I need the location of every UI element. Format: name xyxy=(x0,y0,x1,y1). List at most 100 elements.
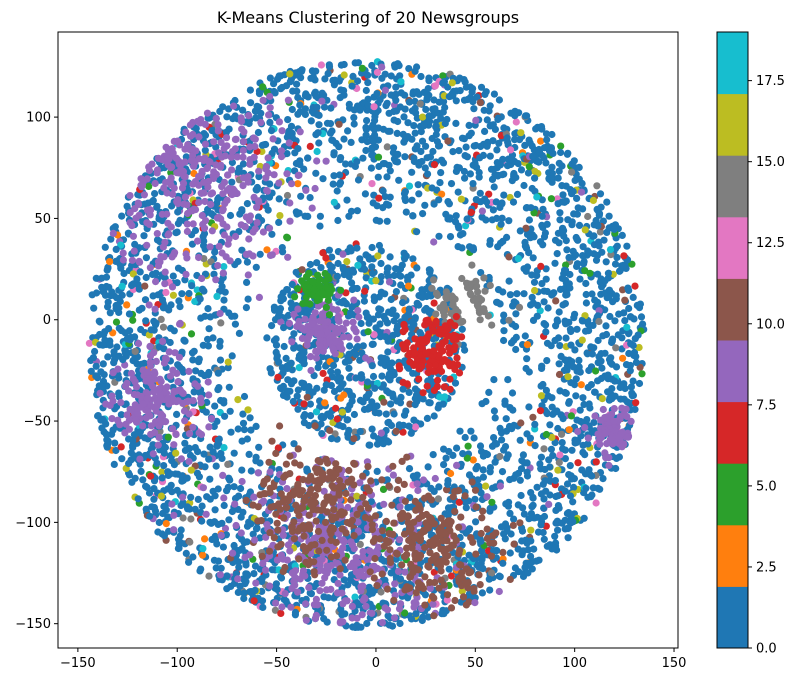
scatter-point xyxy=(318,89,326,97)
scatter-point xyxy=(129,232,137,240)
scatter-point xyxy=(415,190,423,198)
scatter-point xyxy=(540,233,549,241)
scatter-point xyxy=(548,433,556,441)
scatter-point xyxy=(381,333,390,341)
scatter-point xyxy=(561,317,569,325)
scatter-point xyxy=(616,412,625,420)
scatter-point xyxy=(234,257,242,266)
scatter-point xyxy=(169,190,177,198)
scatter-point xyxy=(396,72,404,80)
scatter-point xyxy=(196,295,204,303)
scatter-point xyxy=(223,142,231,150)
scatter-point xyxy=(482,397,490,406)
scatter-point xyxy=(185,410,193,418)
scatter-point xyxy=(623,398,631,406)
scatter-point xyxy=(478,589,486,597)
scatter-point xyxy=(498,436,506,444)
scatter-point xyxy=(317,330,325,338)
scatter-point xyxy=(97,368,105,376)
scatter-point xyxy=(612,292,620,300)
scatter-point xyxy=(364,378,372,386)
scatter-point xyxy=(599,405,607,414)
scatter-point xyxy=(404,503,412,511)
scatter-point xyxy=(260,141,268,149)
scatter-point xyxy=(421,591,429,599)
scatter-point xyxy=(503,527,511,535)
scatter-point xyxy=(329,305,337,313)
scatter-point xyxy=(211,492,219,500)
scatter-point xyxy=(370,331,378,339)
scatter-point xyxy=(364,313,372,321)
scatter-point xyxy=(170,441,178,449)
scatter-point xyxy=(471,495,479,503)
scatter-point xyxy=(626,367,634,375)
scatter-point xyxy=(554,424,562,433)
scatter-point xyxy=(245,112,253,120)
scatter-point xyxy=(185,289,193,298)
scatter-point xyxy=(584,212,592,221)
scatter-point xyxy=(167,223,175,231)
scatter-point xyxy=(217,319,225,327)
scatter-point xyxy=(259,83,267,91)
scatter-point xyxy=(402,208,410,216)
scatter-point xyxy=(419,113,427,121)
scatter-point xyxy=(458,587,466,595)
scatter-point xyxy=(442,454,450,462)
scatter-point xyxy=(423,94,431,102)
scatter-point xyxy=(431,474,439,483)
scatter-point xyxy=(197,399,205,407)
scatter-point xyxy=(393,129,401,137)
scatter-point xyxy=(176,319,184,327)
scatter-point xyxy=(147,472,155,480)
scatter-point xyxy=(516,227,524,235)
scatter-point xyxy=(221,412,229,420)
scatter-point xyxy=(170,396,178,404)
scatter-point xyxy=(269,135,277,143)
scatter-point xyxy=(296,108,304,116)
scatter-point xyxy=(166,470,175,478)
scatter-point xyxy=(405,465,414,473)
scatter-point xyxy=(191,444,199,452)
scatter-point xyxy=(123,411,131,419)
scatter-point xyxy=(584,440,592,448)
scatter-point xyxy=(516,476,524,484)
scatter-point xyxy=(386,167,394,175)
scatter-point xyxy=(417,147,425,156)
scatter-point xyxy=(185,558,193,566)
scatter-point xyxy=(240,138,248,146)
scatter-point xyxy=(584,434,592,442)
scatter-point xyxy=(622,405,630,413)
scatter-point xyxy=(334,315,342,323)
scatter-point xyxy=(348,602,356,611)
scatter-point xyxy=(258,575,266,583)
scatter-points xyxy=(85,58,648,632)
scatter-point xyxy=(377,273,385,281)
scatter-point xyxy=(214,369,222,377)
scatter-point xyxy=(402,407,410,415)
scatter-point xyxy=(461,433,469,442)
scatter-point xyxy=(413,228,421,236)
scatter-point xyxy=(490,547,498,555)
scatter-point xyxy=(102,273,111,281)
scatter-point xyxy=(158,217,166,225)
scatter-point xyxy=(472,141,480,150)
scatter-point xyxy=(262,174,270,182)
scatter-point xyxy=(329,345,338,353)
scatter-point xyxy=(96,318,104,326)
scatter-point xyxy=(531,167,539,176)
scatter-point xyxy=(220,296,228,304)
scatter-point xyxy=(627,383,636,391)
scatter-point xyxy=(577,381,585,389)
scatter-point xyxy=(415,161,423,169)
scatter-point xyxy=(456,427,464,435)
scatter-point xyxy=(312,354,321,362)
scatter-point xyxy=(490,165,498,174)
scatter-point xyxy=(106,309,114,317)
scatter-point xyxy=(287,299,295,307)
scatter-point xyxy=(370,293,378,301)
scatter-point xyxy=(429,451,437,459)
scatter-point xyxy=(317,61,325,69)
scatter-point xyxy=(497,220,505,228)
scatter-point xyxy=(523,355,531,363)
scatter-point xyxy=(300,349,308,357)
